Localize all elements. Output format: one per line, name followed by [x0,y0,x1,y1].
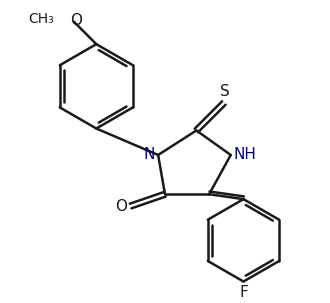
Text: N: N [144,147,155,161]
Text: O: O [70,13,82,28]
Text: CH₃: CH₃ [28,12,54,26]
Text: NH: NH [234,147,256,161]
Text: O: O [115,198,127,214]
Text: S: S [220,84,230,99]
Text: F: F [239,285,248,301]
